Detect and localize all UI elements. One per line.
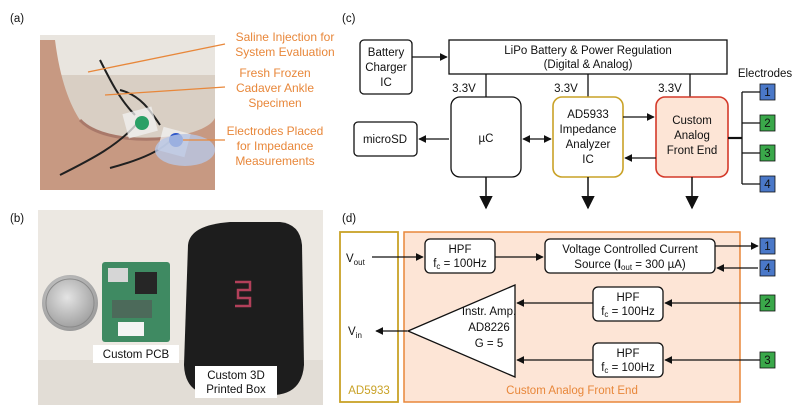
pcb-image (102, 262, 170, 342)
annotation-electrodes-2: for Impedance (237, 139, 314, 153)
amp-line-3: G = 5 (475, 338, 503, 350)
annotation-saline-2: System Evaluation (235, 45, 334, 59)
hpf-mid-fc: fc = 100Hz (601, 306, 655, 319)
amp-line-1: Instr. Amp. (462, 306, 516, 318)
annotation-saline-1: Saline Injection for (236, 30, 335, 44)
afe-line-2: Analog (674, 130, 710, 142)
electrode-d-1-label: 1 (764, 241, 770, 253)
electrodes-title: Electrodes (738, 68, 793, 80)
hpf-bottom-label: HPF (617, 348, 640, 360)
hpf-mid-block (592, 286, 664, 322)
annotation-specimen-2: Cadaver Ankle (236, 81, 314, 95)
battery-charger-block (359, 39, 413, 95)
hpf-bottom-fc: fc = 100Hz (601, 362, 655, 375)
box-caption-2: Printed Box (206, 384, 266, 396)
ad5933-line-4: IC (582, 154, 594, 166)
electrode-c-4 (759, 175, 776, 193)
annotation-line-specimen (104, 86, 226, 96)
annotation-specimen-1: Fresh Frozen (239, 66, 310, 80)
vccs-block (544, 238, 716, 274)
annotation-line-saline (87, 43, 226, 73)
panel-c-label: (c) (342, 13, 356, 25)
annotation-specimen-3: Specimen (248, 96, 301, 110)
electrode-c-1 (759, 83, 776, 101)
ad5933-frame (339, 231, 399, 403)
pcb-caption-bg (93, 345, 179, 363)
microsd-label: microSD (363, 134, 407, 146)
electrode-c-3-label: 3 (764, 148, 770, 160)
lipo-line-2: (Digital & Analog) (544, 59, 633, 71)
battery-charger-line-3: IC (380, 77, 392, 89)
electrode-c-2 (759, 114, 776, 132)
electrode-d-3 (759, 351, 776, 369)
device-photo (38, 210, 323, 405)
annotation-electrodes-1: Electrodes Placed (227, 124, 324, 138)
pcb-caption: Custom PCB (103, 349, 170, 361)
vccs-line-1: Voltage Controlled Current (562, 244, 698, 256)
electrode-d-2 (759, 294, 776, 312)
instrumentation-amp (406, 284, 516, 378)
microsd-block (353, 121, 418, 157)
hpf-top-block (424, 238, 496, 274)
rail-label-2: 3.3V (554, 83, 578, 95)
ad5933-line-1: AD5933 (567, 109, 609, 121)
amp-line-2: AD8226 (468, 322, 510, 334)
afe-line-1: Custom (672, 115, 712, 127)
ad5933-frame-label: AD5933 (348, 385, 390, 397)
lipo-line-1: LiPo Battery & Power Regulation (504, 45, 671, 57)
box-caption-bg (195, 366, 277, 398)
afe-line-3: Front End (667, 145, 718, 157)
vccs-line-2: Source (Iout = 300 µA) (574, 259, 686, 272)
electrode-c-2-label: 2 (764, 118, 770, 130)
electrode-c-4-label: 4 (764, 179, 771, 191)
coin-image (42, 275, 98, 331)
electrode-d-1 (759, 237, 776, 255)
ad5933-line-2: Impedance (560, 124, 617, 136)
vin-label: Vin (348, 326, 362, 340)
hpf-top-fc: fc = 100Hz (433, 258, 487, 271)
afe-frame-label: Custom Analog Front End (506, 385, 638, 397)
annotation-electrodes-3: Measurements (235, 154, 314, 168)
panel-b-label: (b) (10, 213, 24, 225)
hpf-mid-label: HPF (617, 292, 640, 304)
electrode-d-4-label: 4 (764, 263, 771, 275)
hpf-top-label: HPF (449, 244, 472, 256)
box-image (184, 222, 304, 395)
rail-label-1: 3.3V (452, 83, 476, 95)
microcontroller-label: µC (479, 133, 494, 145)
ankle-photo (40, 35, 215, 190)
electrode-d-4 (759, 259, 776, 277)
panel-a-label: (a) (10, 13, 24, 25)
ad5933-line-3: Analyzer (566, 139, 611, 151)
lipo-power-block (448, 39, 728, 75)
electrode-d-3-label: 3 (764, 355, 770, 367)
vout-label: Vout (346, 253, 366, 267)
rail-label-3: 3.3V (658, 83, 682, 95)
electrode-c-3 (759, 144, 776, 162)
panel-d-label: (d) (342, 213, 356, 225)
electrode-c-1-label: 1 (764, 87, 770, 99)
electrode-d-2-label: 2 (764, 298, 770, 310)
battery-charger-line-2: Charger (365, 62, 407, 74)
box-caption-1: Custom 3D (207, 370, 265, 382)
battery-charger-line-1: Battery (368, 47, 405, 59)
electrode-fanout (741, 91, 760, 185)
